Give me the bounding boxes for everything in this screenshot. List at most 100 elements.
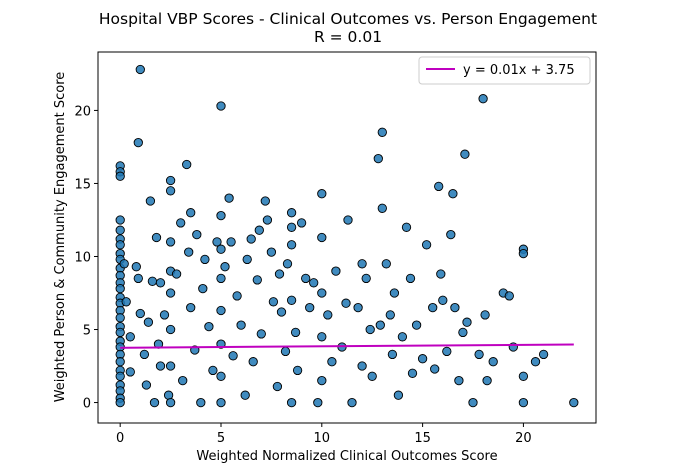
scatter-point [367,371,377,381]
scatter-point [252,275,262,285]
scatter-point [125,332,135,342]
scatter-point [149,397,160,408]
scatter-point [458,327,468,338]
scatter-point [115,371,125,381]
scatter-point [216,210,226,221]
scatter-point [280,346,291,357]
trend-line [120,343,574,349]
scatter-point [381,259,391,269]
scatter-point [518,397,529,408]
scatter-point [165,175,176,186]
scatter-point [365,324,375,335]
scatter-point [296,218,307,228]
scatter-point [186,302,196,313]
scatter-point [327,357,337,367]
scatter-point [442,346,452,357]
scatter-point [286,240,297,250]
scatter-point [159,310,170,320]
scatter-point [407,368,418,378]
scatter-point [266,247,277,257]
scatter-point [151,232,162,243]
scatter-point [393,390,404,400]
scatter-point [357,361,367,371]
legend-box [418,56,591,85]
scatter-point [387,349,398,360]
scatter-point [165,361,176,371]
y-axis-label: Weighted Person & Community Engagement S… [53,72,68,403]
scatter-point [165,237,176,247]
scatter-point [115,327,125,338]
scatter-point [176,218,186,228]
scatter-point [518,371,529,381]
scatter-point [478,94,488,104]
x-tick-label: 0 [116,431,124,446]
trendline-layer [120,343,574,349]
scatter-point [236,320,246,330]
scatter-point [434,181,444,192]
scatter-point [184,247,194,257]
axes-frame [97,51,597,424]
scatter-point [165,324,176,335]
scatter-point [341,298,351,308]
x-axis-ticks: 0 5 10 15 20 [116,423,532,446]
scatter-point [309,278,319,288]
scatter-point [115,240,125,250]
scatter-point [115,283,125,294]
scatter-point [220,262,230,272]
scatter-point [242,254,252,265]
scatter-point [165,397,176,408]
scatter-point [208,365,218,376]
scatter-point [454,375,464,386]
scatter-point [155,278,166,288]
scatter-point [530,357,541,367]
scatter-point [377,127,387,137]
scatter-point [317,332,327,342]
scatter-point [292,365,303,376]
chart-title-group: Hospital VBP Scores - Clinical Outcomes … [99,10,597,46]
scatter-point [216,101,226,111]
scatter-point [323,310,333,320]
scatter-point [276,307,287,317]
scatter-point [353,302,363,313]
scatter-point [317,375,327,386]
scatter-point [143,317,154,327]
scatter-point [141,380,152,390]
scatter-point [115,215,125,225]
scatter-point [462,317,472,327]
x-tick-label: 5 [217,431,225,446]
scatter-point [246,234,256,244]
scatter-point [133,273,143,284]
chart-title: Hospital VBP Scores - Clinical Outcomes … [99,10,597,28]
scatter-point [182,159,192,170]
scatter-point [248,357,258,367]
scatter-point [186,208,196,218]
scatter-point [343,215,353,225]
scatter-point [155,361,166,371]
scatter-point [115,171,125,181]
scatter-point [196,397,206,408]
y-axis-ticks: 0 5 10 15 20 [74,104,98,412]
scatter-point [224,193,234,203]
scatter-point [115,357,125,367]
scatter-point [313,397,323,408]
scatter-point [216,371,226,381]
legend-entry-trendline: y = 0.01x + 3.75 [463,63,575,78]
scatter-point [165,288,176,298]
scatter-point [460,149,470,159]
scatter-point [361,273,371,284]
scatter-point [317,189,327,199]
scatter-point [119,259,129,269]
y-tick-label: 10 [74,250,91,265]
scatter-point [317,288,327,298]
x-axis-label: Weighted Normalized Clinical Outcomes Sc… [196,449,497,464]
scatter-point [450,302,460,313]
scatter-point [317,232,327,243]
scatter-point [518,248,529,259]
scatter-point [480,310,490,320]
scatter-point [377,203,387,213]
scatter-point [115,313,125,323]
scatter-point [216,305,226,316]
scatter-point [272,381,283,392]
scatter-point [385,310,395,320]
